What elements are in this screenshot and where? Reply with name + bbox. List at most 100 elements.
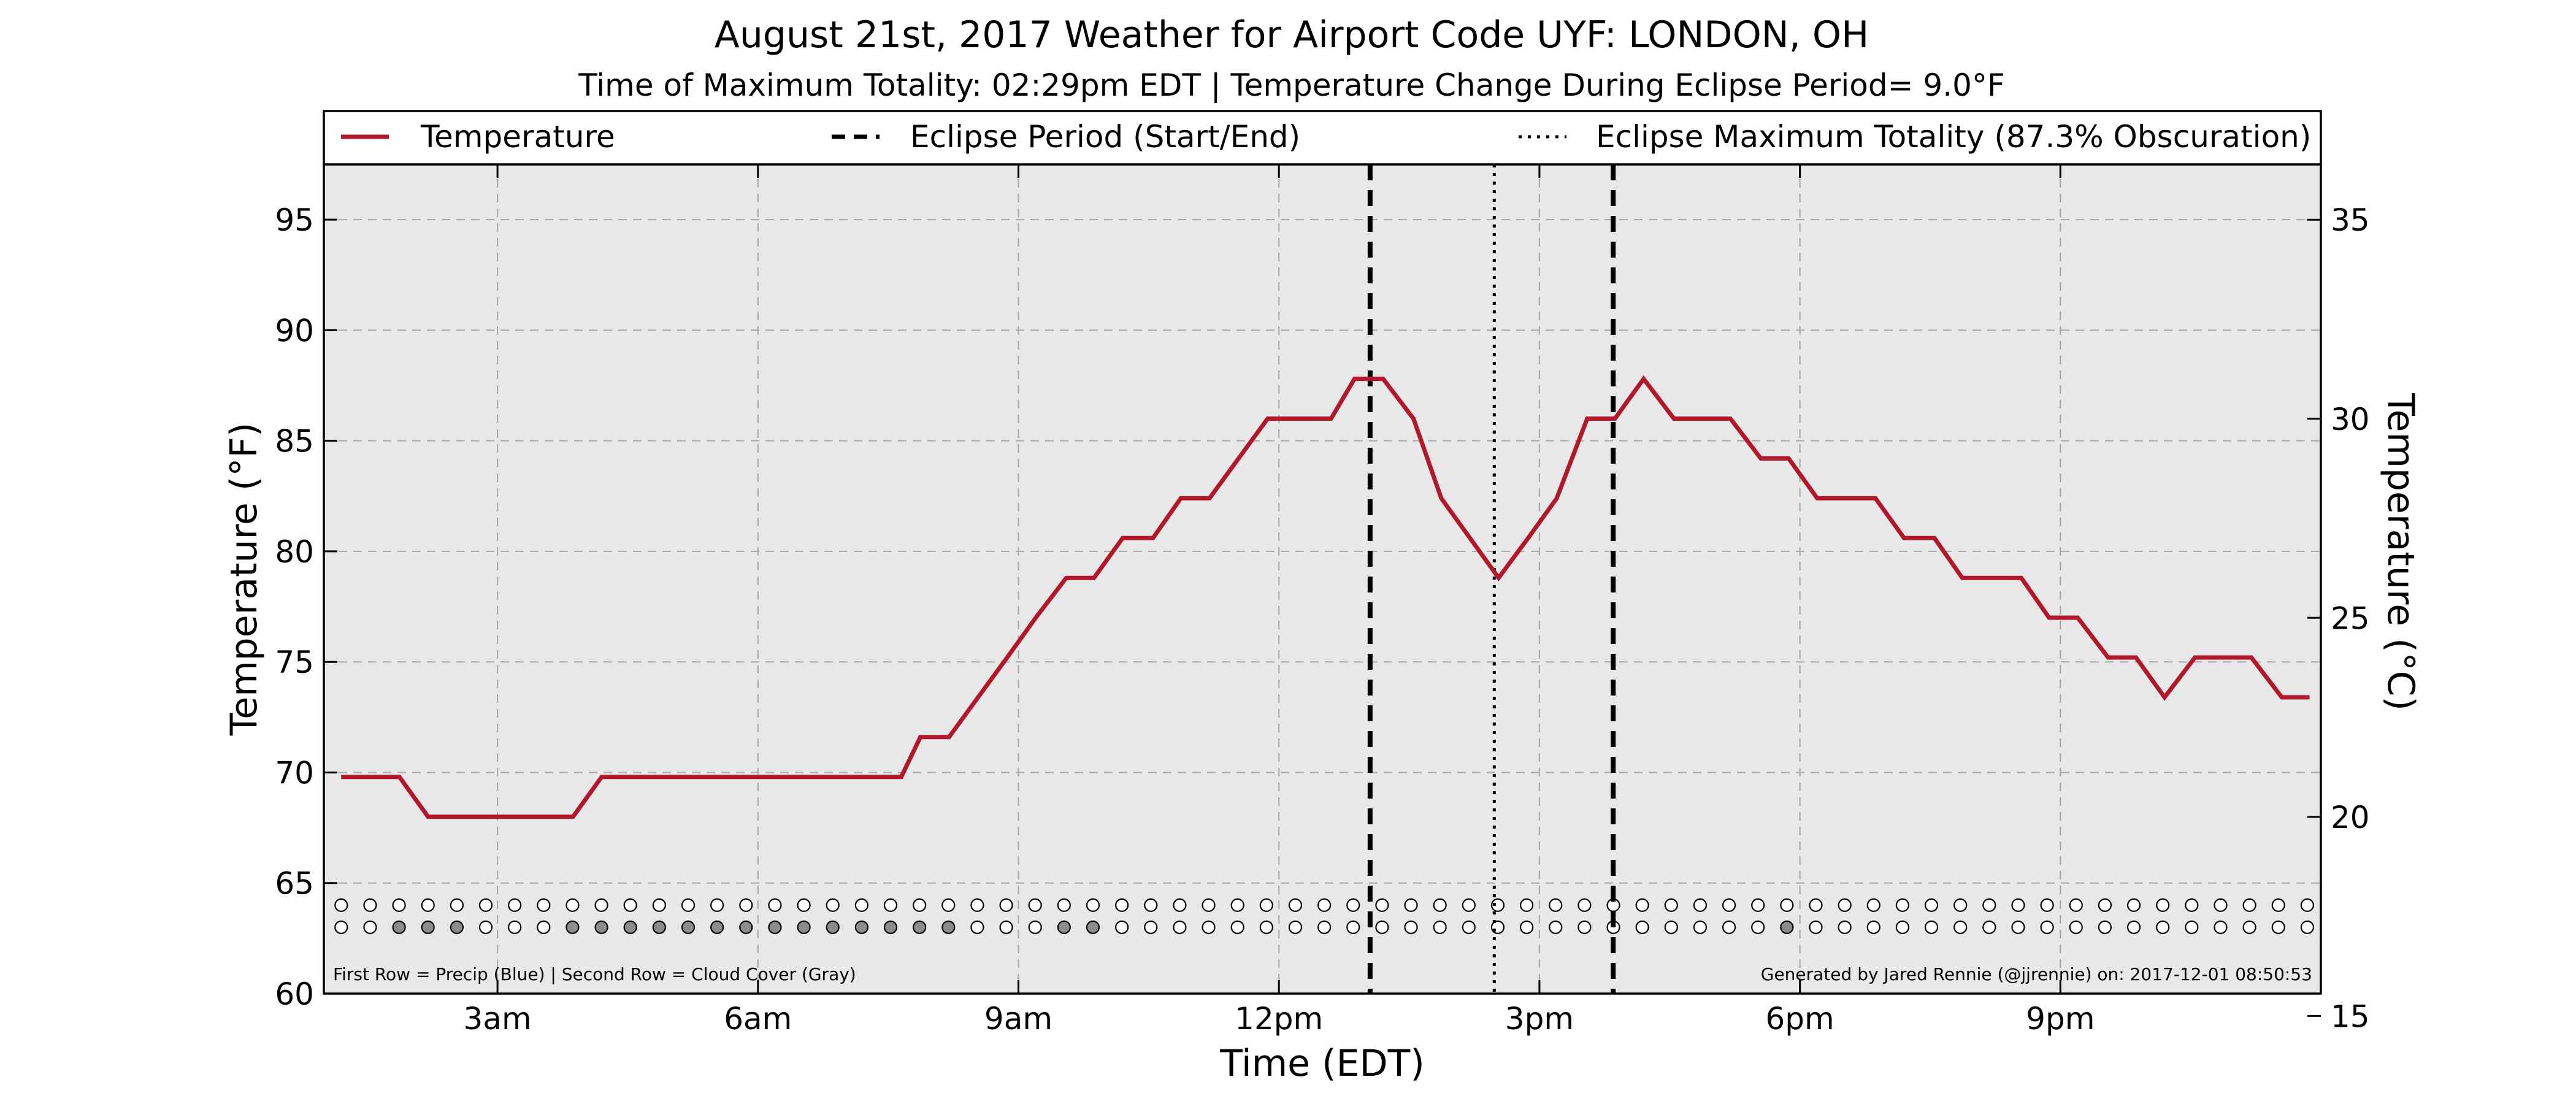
y-tick-label: 85	[275, 424, 314, 459]
cloud-marker	[1404, 920, 1418, 934]
cloud-marker	[1838, 920, 1852, 934]
precip-marker	[1895, 898, 1910, 912]
precip-marker	[2040, 898, 2054, 912]
cloud-marker	[1317, 920, 1332, 934]
footer-left: First Row = Precip (Blue) | Second Row =…	[333, 964, 856, 984]
precip-marker	[537, 898, 551, 912]
x-tick-label: 12pm	[1235, 1001, 1323, 1037]
precip-marker	[334, 898, 348, 912]
precip-marker	[478, 898, 493, 912]
precip-marker	[594, 898, 608, 912]
precip-marker	[710, 898, 724, 912]
precip-marker	[1086, 898, 1100, 912]
y-right-tick-label: 30	[2331, 402, 2370, 437]
cloud-marker	[1664, 920, 1678, 934]
precip-marker	[392, 898, 406, 912]
cloud-marker	[537, 920, 551, 934]
x-axis-ticks: 3am 6am 9am 12pm 3pm 6pm 9pm	[464, 164, 2095, 1037]
legend-box	[323, 110, 2322, 166]
precip-marker	[1404, 898, 1418, 912]
x-tick-label: 6pm	[1765, 1001, 1834, 1037]
x-tick-label: 9pm	[2026, 1001, 2095, 1037]
y-tick-label: 65	[275, 866, 314, 902]
cloud-marker	[1924, 920, 1939, 934]
precip-marker	[1577, 898, 1592, 912]
precip-marker	[2242, 898, 2256, 912]
cloud-marker	[392, 920, 406, 934]
cloud-marker	[1375, 920, 1389, 934]
cloud-marker	[1086, 920, 1100, 934]
precip-marker	[2214, 898, 2228, 912]
cloud-marker	[797, 920, 811, 934]
precip-marker	[768, 898, 782, 912]
precip-marker	[970, 898, 984, 912]
cloud-marker	[710, 920, 724, 934]
cloud-marker	[1577, 920, 1592, 934]
precip-marker	[421, 898, 435, 912]
cloud-marker	[1230, 920, 1244, 934]
temperature-series	[341, 375, 2310, 819]
y-axis-label-right: Temperature (°C)	[2379, 393, 2422, 711]
cloud-marker	[1549, 920, 1563, 934]
precip-marker	[2011, 898, 2025, 912]
y-right-tick-label: 25	[2331, 600, 2370, 636]
y-tick-label: 80	[275, 534, 314, 570]
precip-marker	[1490, 898, 1505, 912]
precip-marker	[1838, 898, 1852, 912]
cloud-marker	[1809, 920, 1823, 934]
precip-marker	[854, 898, 868, 912]
cloud-marker	[2126, 920, 2141, 934]
cloud-marker	[1057, 920, 1071, 934]
precip-marker	[1115, 898, 1129, 912]
precip-marker	[2098, 898, 2112, 912]
cloud-marker	[826, 920, 840, 934]
cloud-marker	[1780, 920, 1794, 934]
cloud-marker	[1288, 920, 1303, 934]
cloud-marker	[2300, 920, 2315, 934]
cloud-marker	[1202, 920, 1216, 934]
cloud-marker	[2271, 920, 2285, 934]
precip-marker	[565, 898, 580, 912]
precip-marker	[913, 898, 927, 912]
x-tick-label: 3pm	[1505, 1001, 1574, 1037]
chart-subtitle: Time of Maximum Totality: 02:29pm EDT | …	[578, 67, 2004, 103]
cloud-marker	[1635, 920, 1649, 934]
precip-marker	[826, 898, 840, 912]
cloud-marker	[652, 920, 666, 934]
cloud-marker	[768, 920, 782, 934]
cloud-marker	[2098, 920, 2112, 934]
precip-marker	[1375, 898, 1389, 912]
y-tick-label: 95	[275, 202, 314, 238]
legend-label: Temperature	[420, 119, 615, 155]
precip-marker	[1924, 898, 1939, 912]
cloud-marker	[450, 920, 464, 934]
precip-marker	[941, 898, 956, 912]
precip-marker	[1288, 898, 1303, 912]
cloud-marker	[508, 920, 522, 934]
temperature-line	[341, 375, 2310, 819]
precip-marker	[681, 898, 696, 912]
cloud-marker	[1346, 920, 1360, 934]
cloud-marker	[2156, 920, 2170, 934]
precip-marker	[1144, 898, 1158, 912]
y-tick-label: 70	[275, 755, 314, 791]
cloud-marker	[1259, 920, 1273, 934]
cloud-marker	[478, 920, 493, 934]
chart-title: August 21st, 2017 Weather for Airport Co…	[715, 13, 1869, 56]
precip-marker	[623, 898, 637, 912]
cloud-marker	[970, 920, 984, 934]
y-right-tick-label: 20	[2331, 800, 2370, 835]
precip-marker	[2300, 898, 2315, 912]
cloud-marker	[2011, 920, 2025, 934]
precip-marker	[1780, 898, 1794, 912]
cloud-marker	[1115, 920, 1129, 934]
precip-marker	[883, 898, 898, 912]
y-axis-label-left: Temperature (°F)	[223, 423, 266, 736]
precip-marker	[1520, 898, 1534, 912]
precip-marker	[1317, 898, 1332, 912]
precip-marker	[1433, 898, 1447, 912]
cloud-marker	[739, 920, 753, 934]
grid-lines	[324, 164, 2321, 994]
eclipse-lines	[1367, 164, 1616, 994]
